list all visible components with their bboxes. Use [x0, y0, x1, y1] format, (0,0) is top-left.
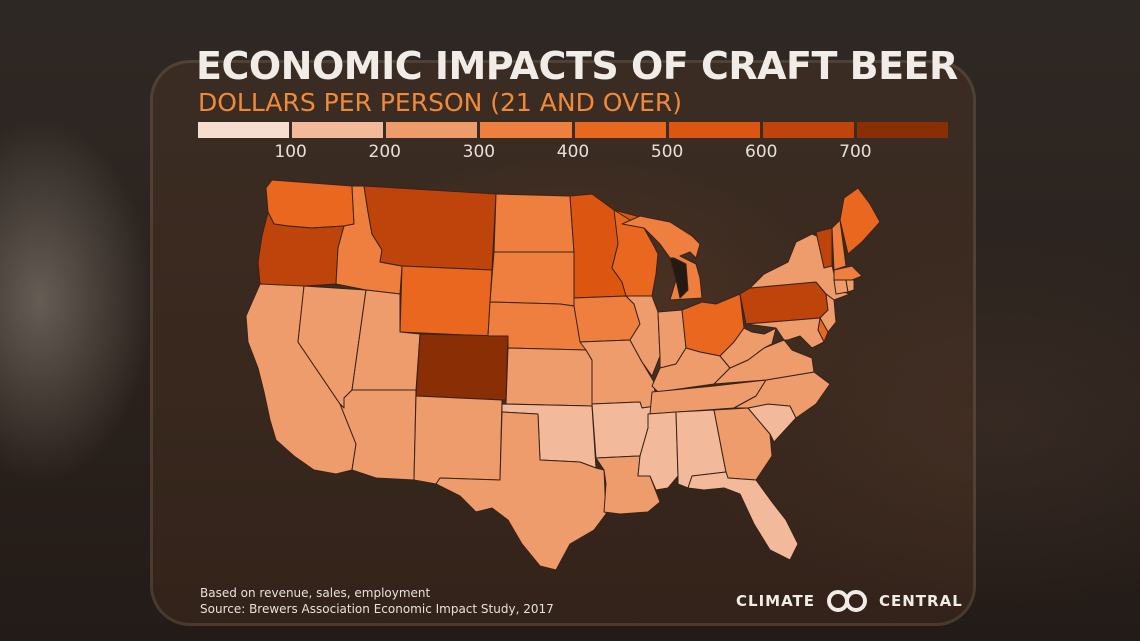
climate-central-logo: CLIMATE CENTRAL	[736, 589, 963, 613]
state-me	[839, 187, 880, 255]
state-tx	[435, 411, 607, 571]
legend-swatch	[292, 122, 384, 138]
legend-tick-label: 700	[839, 142, 872, 162]
state-az	[339, 389, 417, 481]
logo-text-left: CLIMATE	[736, 592, 815, 610]
legend-tick-label: 500	[650, 142, 684, 162]
state-nm	[413, 395, 503, 485]
legend-swatch	[668, 122, 760, 138]
legend-swatch	[762, 122, 854, 138]
logo-text-right: CENTRAL	[879, 592, 963, 610]
state-pa	[739, 281, 829, 325]
legend-swatch	[198, 122, 290, 138]
footnote: Based on revenue, sales, employment Sour…	[200, 585, 554, 617]
footnote-basis: Based on revenue, sales, employment	[200, 586, 431, 600]
us-state-map	[240, 172, 880, 572]
state-nh	[831, 219, 847, 271]
state-ma	[833, 265, 863, 281]
legend-tick-label: 100	[274, 142, 307, 162]
state-ia	[573, 295, 641, 343]
interlocking-circles-icon	[827, 590, 867, 612]
legend-tick-label: 600	[745, 142, 778, 162]
state-sd	[489, 251, 575, 307]
state-co	[415, 333, 509, 401]
state-nd	[493, 193, 575, 253]
state-wa	[265, 179, 355, 229]
legend-swatch	[856, 122, 948, 138]
state-vt	[815, 227, 833, 269]
legend-swatch	[574, 122, 666, 138]
us-map-svg	[245, 179, 880, 571]
legend-tick-label: 400	[556, 142, 590, 162]
legend-tick-label: 300	[462, 142, 496, 162]
map-title: ECONOMIC IMPACTS OF CRAFT BEER	[196, 44, 958, 88]
color-legend	[198, 122, 948, 138]
state-ks	[505, 347, 593, 407]
state-wy	[399, 265, 493, 337]
legend-tick-labels: 100 200 300 400 500 600 700	[198, 142, 948, 166]
state-fl	[687, 471, 799, 561]
legend-swatch	[386, 122, 478, 138]
great-lakes	[669, 257, 689, 299]
state-md	[745, 317, 825, 349]
legend-tick-label: 200	[368, 142, 401, 162]
state-il	[625, 295, 661, 377]
state-ri	[845, 279, 855, 293]
legend-swatch	[480, 122, 572, 138]
state-nc	[733, 371, 831, 419]
state-mt	[363, 185, 497, 271]
footnote-source: Source: Brewers Association Economic Imp…	[200, 602, 554, 616]
map-subtitle: DOLLARS PER PERSON (21 AND OVER)	[198, 88, 683, 117]
